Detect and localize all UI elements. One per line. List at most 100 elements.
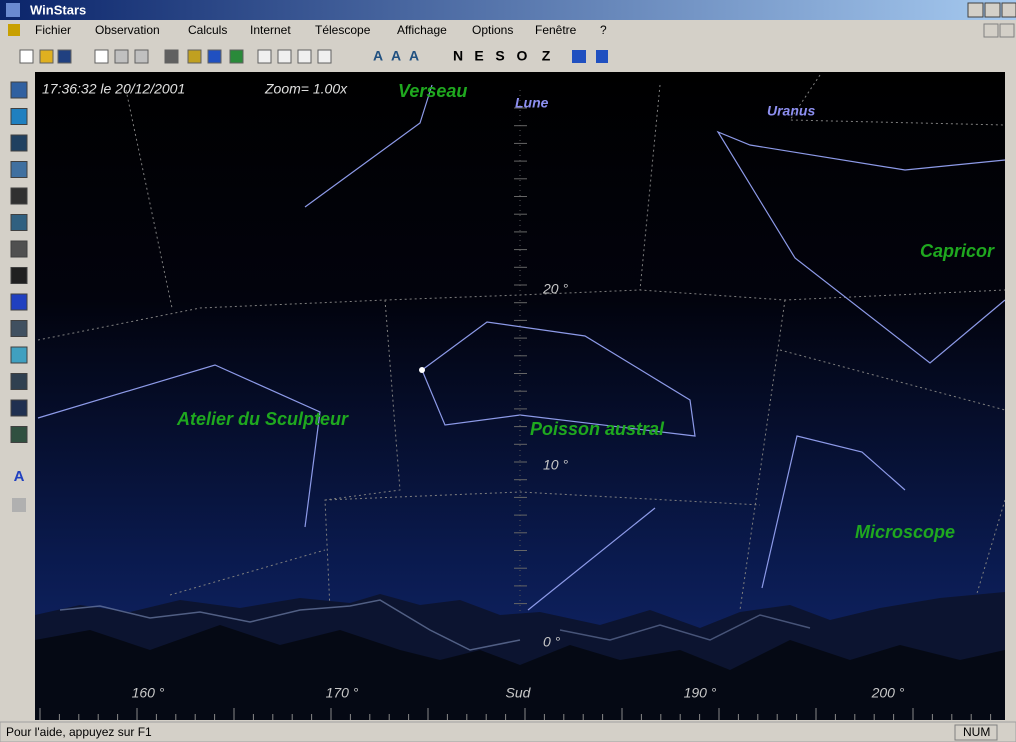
side-button[interactable] [10,373,28,390]
fomalhaut-star [419,367,425,373]
toolbar-button[interactable] [94,49,109,64]
toolbar-button[interactable] [19,49,34,64]
side-button[interactable] [10,346,28,364]
toolbar-button[interactable] [114,49,129,64]
status-bar [0,721,1016,742]
toolbar-button[interactable] [57,49,72,64]
boundary [739,299,786,611]
altitude-ruler [514,90,527,640]
toolbar-button[interactable] [134,49,149,64]
menu-item[interactable]: Fenêtre [535,23,577,37]
azimuth-labels: 160 ° 170 ° Sud 190 ° 200 ° [132,685,905,701]
num-panel [954,724,998,741]
azimuth-label: 170 ° [326,685,359,701]
zoom: Zoom= 1.00x [264,81,348,97]
status-help: Pour l'aide, appuyez sur F1 [6,725,152,739]
side-button[interactable] [10,81,28,99]
azimuth-label: Sud [506,685,532,701]
poisson-lines [421,321,696,437]
altitude-label: 20 ° [542,281,568,297]
snow [59,599,521,651]
toolbar-letter[interactable]: S [495,48,504,64]
side-button[interactable] [10,426,28,443]
menu-item[interactable]: Fichier [35,23,71,37]
side-button[interactable] [10,108,28,125]
constellation-label: Poisson austral [530,419,665,439]
side-button[interactable] [12,498,26,512]
menu-item[interactable]: Observation [95,23,160,37]
toolbar-letter[interactable]: A [373,48,383,64]
menu-item[interactable]: Calculs [188,23,227,37]
menu-item[interactable]: Affichage [397,23,447,37]
menu-item[interactable]: ? [600,23,607,37]
side-button[interactable] [10,320,28,337]
azimuth-label: 200 ° [871,685,905,701]
planet-label: Lune [515,95,549,111]
sky-view: 17:36:32 le 20/12/2001 Zoom= 1.00x Verse… [35,72,1006,720]
toolbar-letter[interactable]: E [474,48,483,64]
toolbar-button[interactable] [317,49,332,64]
menu-bar: Fichier Observation Calculs Internet Télesco… [8,23,1015,38]
boundary [324,491,761,506]
right-toolbar [1005,72,1016,722]
child-minimize[interactable] [983,23,999,38]
grue-lines [527,507,656,611]
azimuth-label: 160 ° [132,685,165,701]
toolbar-letter[interactable]: A [409,48,419,64]
toolbar-button[interactable] [297,49,312,64]
window-title: WinStars [30,2,86,17]
altitude-label: 10 ° [543,457,568,473]
toolbar-letter[interactable]: O [517,48,528,64]
menu-item[interactable]: Options [472,23,513,37]
side-button[interactable] [10,161,28,178]
sculpteur-lines [37,364,321,528]
toolbar-button[interactable] [39,49,54,64]
doc-icon [8,24,20,36]
toolbar-button[interactable] [257,49,272,64]
boundary [169,549,326,596]
boundary [779,349,1006,411]
capricorne-lines [716,130,1006,364]
altitude-label: 0 ° [543,634,561,650]
app-icon [6,3,20,17]
left-toolbar: A [10,81,28,512]
verseau-lines [304,84,433,208]
side-button[interactable] [10,293,28,311]
constellation-label: Verseau [398,81,467,101]
close-button[interactable] [1001,2,1016,18]
menu-item[interactable]: Télescope [315,23,371,37]
side-button[interactable] [10,134,28,152]
toolbar-letter[interactable]: Z [542,48,551,64]
title-bar [0,0,1016,20]
toolbar-button[interactable] [596,50,608,63]
side-button[interactable] [10,214,28,231]
side-button[interactable] [10,187,28,205]
microscope-lines [761,435,906,589]
side-button[interactable] [10,267,28,284]
minimize-button[interactable] [967,2,984,18]
toolbar-button[interactable] [572,50,586,63]
constellation-label: Capricor [920,241,995,261]
constellation-lines [37,84,1006,611]
side-button[interactable] [10,240,28,258]
mountains-front [35,625,1005,720]
child-restore[interactable] [999,23,1015,38]
snow [559,614,811,641]
constellation-label: Microscope [855,522,955,542]
toolbar-button[interactable] [164,49,179,64]
maximize-button[interactable] [984,2,1001,18]
toolbar-button[interactable] [207,49,222,64]
planet-label: Uranus [767,103,815,119]
constellation-label: Atelier du Sculpteur [176,409,349,429]
menu-item[interactable]: Internet [250,23,291,37]
toolbar-button[interactable] [277,49,292,64]
toolbar-button[interactable] [187,49,202,64]
toolbar-button[interactable] [229,49,244,64]
side-button[interactable] [10,399,28,417]
datetime: 17:36:32 le 20/12/2001 [42,81,185,97]
toolbar-letter[interactable]: N [453,48,463,64]
side-letter[interactable]: A [14,468,25,485]
toolbar-letter[interactable]: A [391,48,401,64]
